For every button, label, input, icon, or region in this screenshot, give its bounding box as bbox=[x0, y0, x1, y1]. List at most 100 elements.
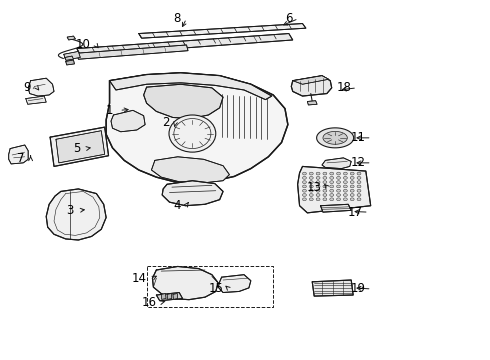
Ellipse shape bbox=[302, 189, 306, 192]
Ellipse shape bbox=[316, 172, 320, 175]
Ellipse shape bbox=[309, 194, 313, 197]
Ellipse shape bbox=[323, 172, 327, 175]
Ellipse shape bbox=[309, 176, 313, 179]
Text: 11: 11 bbox=[351, 131, 366, 144]
Ellipse shape bbox=[357, 198, 361, 201]
Text: 1: 1 bbox=[106, 104, 114, 117]
Ellipse shape bbox=[330, 198, 334, 201]
Polygon shape bbox=[293, 76, 329, 84]
Ellipse shape bbox=[302, 198, 306, 201]
Polygon shape bbox=[127, 103, 158, 113]
Text: 10: 10 bbox=[75, 39, 90, 51]
Text: 4: 4 bbox=[173, 198, 181, 212]
Polygon shape bbox=[320, 204, 351, 212]
Polygon shape bbox=[161, 294, 166, 299]
Ellipse shape bbox=[330, 172, 334, 175]
Ellipse shape bbox=[330, 194, 334, 197]
Ellipse shape bbox=[323, 194, 327, 197]
Ellipse shape bbox=[350, 189, 354, 192]
Text: 3: 3 bbox=[66, 204, 74, 217]
Text: 15: 15 bbox=[208, 283, 223, 296]
Ellipse shape bbox=[337, 185, 341, 188]
Ellipse shape bbox=[350, 198, 354, 201]
Ellipse shape bbox=[302, 194, 306, 197]
Polygon shape bbox=[111, 111, 145, 132]
Ellipse shape bbox=[330, 189, 334, 192]
Ellipse shape bbox=[343, 185, 347, 188]
Text: 18: 18 bbox=[336, 81, 351, 94]
Ellipse shape bbox=[309, 181, 313, 184]
Polygon shape bbox=[144, 84, 223, 118]
Ellipse shape bbox=[309, 185, 313, 188]
Ellipse shape bbox=[357, 185, 361, 188]
Ellipse shape bbox=[316, 185, 320, 188]
Ellipse shape bbox=[323, 176, 327, 179]
Ellipse shape bbox=[323, 181, 327, 184]
Ellipse shape bbox=[302, 176, 306, 179]
Polygon shape bbox=[218, 275, 251, 293]
Polygon shape bbox=[28, 78, 54, 96]
Polygon shape bbox=[317, 128, 354, 148]
Polygon shape bbox=[322, 158, 351, 168]
Ellipse shape bbox=[357, 181, 361, 184]
Ellipse shape bbox=[343, 181, 347, 184]
Ellipse shape bbox=[330, 181, 334, 184]
Polygon shape bbox=[64, 51, 80, 60]
Ellipse shape bbox=[337, 198, 341, 201]
Polygon shape bbox=[65, 56, 74, 60]
Ellipse shape bbox=[357, 172, 361, 175]
Polygon shape bbox=[307, 101, 317, 105]
Ellipse shape bbox=[309, 189, 313, 192]
Text: 5: 5 bbox=[73, 142, 80, 155]
Text: 7: 7 bbox=[17, 152, 25, 165]
Polygon shape bbox=[152, 266, 218, 300]
Ellipse shape bbox=[323, 198, 327, 201]
Text: 13: 13 bbox=[307, 181, 322, 194]
Polygon shape bbox=[139, 23, 306, 38]
Ellipse shape bbox=[350, 194, 354, 197]
Ellipse shape bbox=[343, 176, 347, 179]
Polygon shape bbox=[77, 45, 188, 59]
Polygon shape bbox=[323, 131, 347, 144]
Ellipse shape bbox=[357, 194, 361, 197]
Text: 9: 9 bbox=[23, 81, 30, 94]
Text: 12: 12 bbox=[351, 156, 366, 169]
Ellipse shape bbox=[357, 176, 361, 179]
Ellipse shape bbox=[357, 189, 361, 192]
Ellipse shape bbox=[350, 185, 354, 188]
Polygon shape bbox=[291, 76, 332, 96]
Ellipse shape bbox=[337, 189, 341, 192]
Text: 14: 14 bbox=[132, 272, 147, 285]
Ellipse shape bbox=[350, 172, 354, 175]
Polygon shape bbox=[151, 157, 229, 183]
Polygon shape bbox=[77, 33, 293, 56]
Ellipse shape bbox=[330, 176, 334, 179]
Polygon shape bbox=[9, 145, 28, 164]
Polygon shape bbox=[312, 280, 353, 296]
Ellipse shape bbox=[343, 194, 347, 197]
Ellipse shape bbox=[316, 194, 320, 197]
Ellipse shape bbox=[343, 198, 347, 201]
Text: 16: 16 bbox=[141, 296, 156, 309]
Ellipse shape bbox=[316, 181, 320, 184]
Text: 17: 17 bbox=[348, 206, 363, 219]
Polygon shape bbox=[167, 119, 173, 123]
Polygon shape bbox=[110, 73, 272, 100]
Ellipse shape bbox=[337, 176, 341, 179]
Ellipse shape bbox=[343, 189, 347, 192]
Ellipse shape bbox=[169, 115, 216, 152]
Polygon shape bbox=[46, 189, 106, 240]
Ellipse shape bbox=[330, 185, 334, 188]
Ellipse shape bbox=[323, 189, 327, 192]
Polygon shape bbox=[26, 96, 46, 104]
Ellipse shape bbox=[323, 185, 327, 188]
Polygon shape bbox=[297, 166, 371, 213]
Ellipse shape bbox=[343, 172, 347, 175]
Ellipse shape bbox=[316, 198, 320, 201]
Ellipse shape bbox=[337, 172, 341, 175]
Polygon shape bbox=[162, 181, 223, 206]
Polygon shape bbox=[167, 294, 172, 299]
Ellipse shape bbox=[337, 194, 341, 197]
Polygon shape bbox=[106, 73, 288, 183]
Polygon shape bbox=[156, 293, 183, 301]
